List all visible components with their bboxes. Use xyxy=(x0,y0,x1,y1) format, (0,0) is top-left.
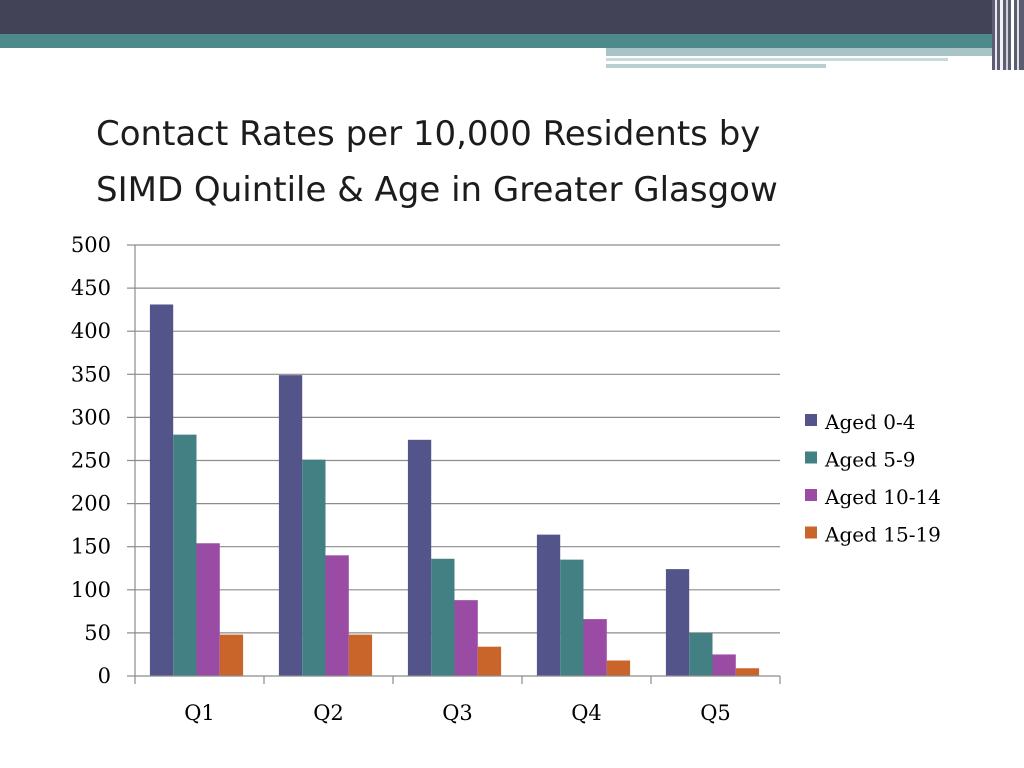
legend-swatch xyxy=(805,489,817,501)
bar-q4-series-1 xyxy=(536,534,561,676)
bar-q3-series-2 xyxy=(431,558,455,676)
legend-label: Aged 0-4 xyxy=(824,410,915,434)
legend-label: Aged 5-9 xyxy=(824,448,915,472)
bar-q5-series-1 xyxy=(665,569,690,676)
legend-swatch xyxy=(805,414,817,426)
header-thin-line xyxy=(606,58,948,61)
x-category-label: Q4 xyxy=(571,701,602,725)
header-teal-bar xyxy=(0,34,1024,48)
header-thin-line-2 xyxy=(606,64,826,68)
bar-q3-series-4 xyxy=(477,646,502,676)
slide-title-line-2: SIMD Quintile & Age in Greater Glasgow xyxy=(96,170,778,210)
bar-q2-series-2 xyxy=(302,459,326,676)
bar-q5-series-3 xyxy=(712,654,736,676)
bar-q4-series-3 xyxy=(583,619,607,676)
x-category-label: Q2 xyxy=(313,701,344,725)
bar-q5-series-4 xyxy=(735,668,760,676)
header-dark-bar xyxy=(0,0,1024,34)
y-tick-label: 150 xyxy=(71,535,111,559)
slide-title: Contact Rates per 10,000 Residents by SI… xyxy=(96,106,956,218)
bar-q2-series-4 xyxy=(348,634,373,676)
bar-q5-series-2 xyxy=(689,632,713,676)
bar-q1-series-3 xyxy=(196,543,220,676)
legend-label: Aged 15-19 xyxy=(824,523,941,547)
bar-q1-series-2 xyxy=(173,434,197,676)
legend-swatch xyxy=(805,451,817,464)
y-tick-label: 300 xyxy=(71,405,111,429)
header-decorative-stripes xyxy=(992,0,1024,70)
legend-label: Aged 10-14 xyxy=(824,485,941,509)
bar-q3-series-1 xyxy=(407,439,432,676)
x-category-label: Q3 xyxy=(442,701,473,725)
x-category-label: Q1 xyxy=(184,701,215,725)
y-tick-label: 100 xyxy=(71,578,111,602)
y-tick-label: 450 xyxy=(71,276,111,300)
bar-q1-series-1 xyxy=(149,304,174,676)
header-light-bar xyxy=(606,48,1024,56)
bar-q3-series-3 xyxy=(454,600,478,676)
slide-title-line-1: Contact Rates per 10,000 Residents by xyxy=(96,114,761,154)
y-tick-label: 250 xyxy=(71,449,111,473)
x-category-label: Q5 xyxy=(700,701,731,725)
bar-q4-series-2 xyxy=(560,559,584,676)
bar-q2-series-1 xyxy=(278,375,303,676)
bar-q2-series-3 xyxy=(325,555,349,676)
y-tick-label: 350 xyxy=(71,362,111,386)
y-tick-label: 500 xyxy=(71,233,111,257)
y-tick-label: 50 xyxy=(84,621,111,645)
legend-swatch xyxy=(805,526,817,539)
y-tick-label: 200 xyxy=(71,492,111,516)
bar-q4-series-4 xyxy=(606,660,631,676)
y-tick-label: 0 xyxy=(98,664,111,688)
bar-q1-series-4 xyxy=(219,634,244,676)
y-tick-label: 400 xyxy=(71,319,111,343)
